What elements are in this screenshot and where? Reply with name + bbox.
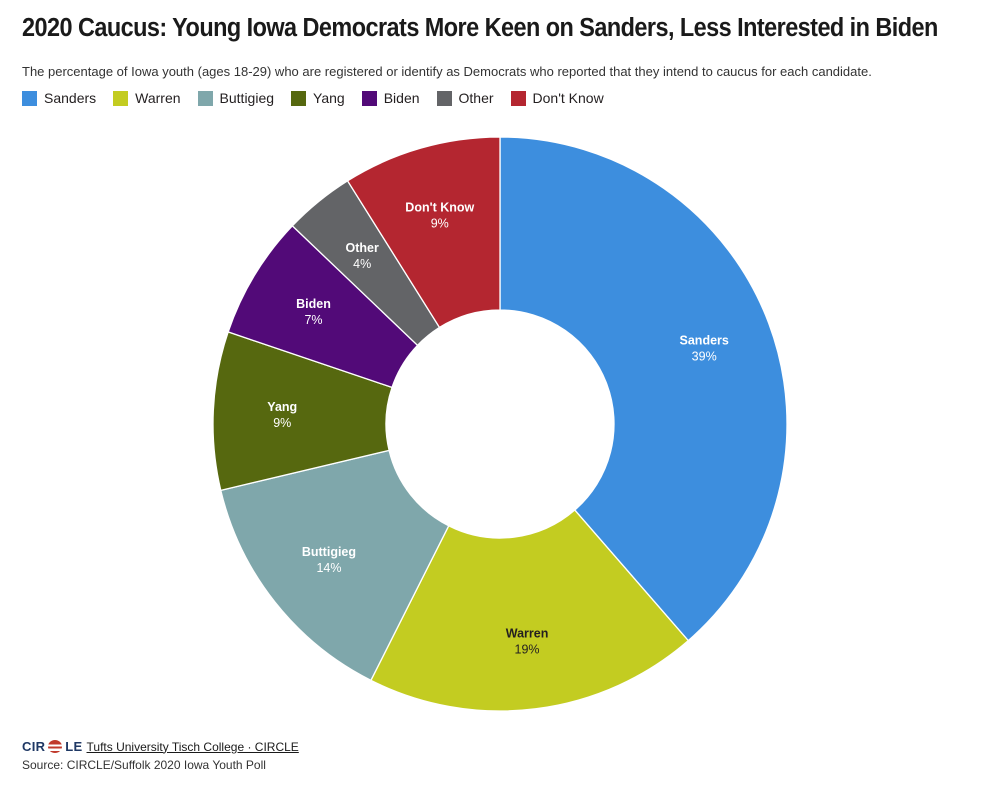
slice-don-t-know [346, 136, 501, 329]
logo-text-start: CIR [22, 739, 46, 754]
legend-label-other: Other [458, 90, 494, 106]
legend-item-sanders: Sanders [22, 90, 96, 106]
legend-swatch-warren [113, 90, 129, 106]
legend: Sanders Warren Buttigieg Yang Biden Othe… [22, 90, 604, 106]
slice-value-don-t-know: 9% [431, 216, 449, 230]
slice-value-other: 4% [353, 257, 371, 271]
slice-label-sanders: Sanders [680, 334, 729, 348]
flag-icon [48, 740, 63, 753]
legend-label-buttigieg: Buttigieg [219, 90, 275, 106]
legend-swatch-sanders [22, 90, 37, 106]
slice-sanders [499, 136, 788, 642]
legend-label-biden: Biden [383, 90, 420, 106]
slice-value-buttigieg: 14% [316, 561, 341, 575]
legend-swatch-buttigieg [197, 90, 213, 106]
legend-item-warren: Warren [113, 90, 181, 106]
chart-title: 2020 Caucus: Young Iowa Democrats More K… [22, 14, 938, 42]
logo-text-end: LE [65, 739, 83, 754]
slice-label-don-t-know: Don't Know [405, 200, 474, 214]
chart-subtitle: The percentage of Iowa youth (ages 18-29… [22, 64, 872, 79]
slice-label-biden: Biden [296, 297, 331, 311]
legend-item-biden: Biden [361, 90, 420, 106]
slice-buttigieg [219, 449, 450, 682]
legend-swatch-yang [291, 90, 307, 106]
legend-item-yang: Yang [291, 90, 345, 106]
legend-swatch-dont-know [510, 90, 526, 106]
circle-logo: CIR LE Tufts University Tisch College · C… [22, 739, 299, 754]
legend-item-buttigieg: Buttigieg [197, 90, 275, 106]
legend-label-warren: Warren [135, 90, 181, 106]
slice-value-yang: 9% [273, 416, 291, 430]
slice-label-yang: Yang [267, 400, 297, 414]
slice-value-warren: 19% [515, 642, 540, 656]
slice-label-other: Other [346, 241, 379, 255]
slice-warren [370, 509, 690, 712]
legend-item-other: Other [436, 90, 494, 106]
legend-label-sanders: Sanders [44, 90, 97, 106]
legend-label-dont-know: Don't Know [532, 90, 604, 106]
slice-value-sanders: 39% [692, 350, 717, 364]
slice-value-biden: 7% [304, 313, 322, 327]
legend-item-dont-know: Don't Know [510, 90, 604, 106]
source-note: Source: CIRCLE/Suffolk 2020 Iowa Youth P… [22, 758, 266, 772]
legend-label-yang: Yang [313, 90, 345, 106]
legend-swatch-biden [361, 90, 377, 106]
legend-swatch-other [436, 90, 452, 106]
slice-label-buttigieg: Buttigieg [302, 545, 356, 559]
slice-label-warren: Warren [506, 626, 549, 640]
tufts-circle-link[interactable]: Tufts University Tisch College · CIRCLE [86, 739, 299, 754]
